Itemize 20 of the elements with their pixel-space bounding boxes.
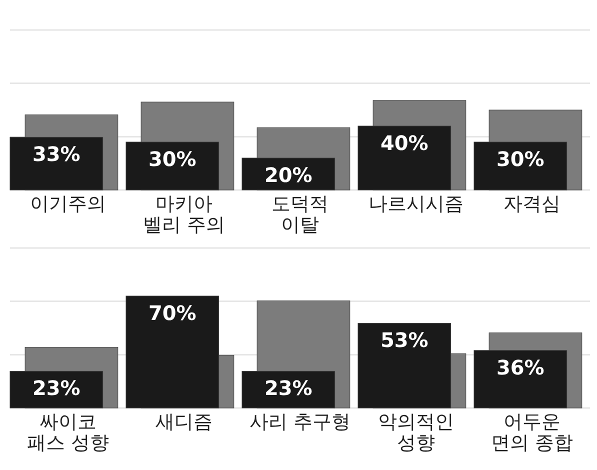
data-label: 30% — [496, 147, 544, 171]
data-label: 53% — [380, 328, 428, 352]
data-label: 36% — [496, 355, 544, 380]
data-label: 30% — [148, 147, 196, 171]
data-label: 33% — [32, 142, 80, 166]
data-label: 23% — [32, 376, 80, 400]
x-tick-label: 어두운 면의 종합 — [490, 411, 574, 454]
x-tick-label: 악의적인 성향 — [378, 411, 454, 454]
data-label: 20% — [264, 163, 312, 187]
x-tick-label: 도덕적 이탈 — [272, 193, 328, 236]
x-tick-label: 마키아 벨리 주의 — [142, 193, 226, 236]
x-tick-label: 사리 추구형 — [249, 411, 351, 433]
x-tick-label: 새디즘 — [156, 411, 212, 433]
x-tick-label: 이기주의 — [30, 193, 106, 215]
data-label: 40% — [380, 131, 428, 155]
x-tick-label: 나르시시즘 — [368, 193, 464, 215]
x-tick-label: 자격심 — [504, 193, 560, 215]
data-label: 23% — [264, 376, 312, 400]
data-label: 70% — [148, 301, 196, 325]
x-tick-label: 싸이코 패스 성향 — [26, 411, 110, 454]
